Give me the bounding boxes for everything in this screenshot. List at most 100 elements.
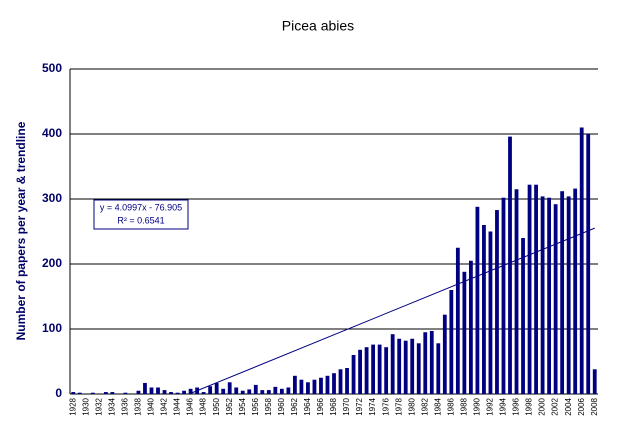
x-tick-label: 1992 xyxy=(486,397,495,415)
bar xyxy=(273,386,278,394)
bar xyxy=(136,390,141,394)
x-tick-label: 1976 xyxy=(381,397,390,415)
x-tick-label: 1996 xyxy=(512,397,521,415)
bar xyxy=(429,330,434,394)
x-tick-label: 2006 xyxy=(577,397,586,415)
bar xyxy=(514,189,519,394)
bar xyxy=(110,392,115,394)
bar xyxy=(462,271,467,394)
bar xyxy=(449,290,454,394)
bar xyxy=(397,338,402,394)
x-tick-label: 1946 xyxy=(186,397,195,415)
x-tick-label: 1998 xyxy=(525,397,534,415)
bar xyxy=(123,392,128,394)
y-tick-label: 200 xyxy=(42,256,62,270)
x-tick-label: 1966 xyxy=(316,397,325,415)
x-tick-label: 1948 xyxy=(199,397,208,415)
y-axis-label: Number of papers per year & trendline xyxy=(14,121,28,340)
bar xyxy=(221,388,226,394)
bar xyxy=(573,188,578,394)
trendline-r2: R² = 0.6541 xyxy=(117,215,164,225)
x-tick-label: 1972 xyxy=(355,397,364,415)
x-tick-label: 1986 xyxy=(446,397,455,415)
bar xyxy=(468,260,473,394)
bar xyxy=(338,369,343,394)
x-tick-label: 1956 xyxy=(251,397,260,415)
bar xyxy=(162,390,167,394)
y-tick-label: 0 xyxy=(55,386,62,400)
bar xyxy=(384,347,389,394)
bar xyxy=(182,390,186,394)
bar xyxy=(371,344,376,394)
x-tick-label: 1950 xyxy=(212,397,221,415)
bar xyxy=(77,392,82,394)
bar xyxy=(351,355,356,394)
bar xyxy=(553,204,558,394)
bar xyxy=(312,379,317,394)
x-tick-label: 1938 xyxy=(134,397,143,415)
bar xyxy=(410,338,415,394)
bar xyxy=(234,387,239,394)
bar xyxy=(103,392,108,394)
x-tick-label: 1932 xyxy=(94,397,103,415)
y-tick-label: 100 xyxy=(42,321,62,335)
trendline-equation: y = 4.0997x - 76.905 xyxy=(100,202,182,212)
bar xyxy=(423,332,428,394)
x-tick-label: 2002 xyxy=(551,397,560,415)
bar xyxy=(501,197,506,394)
bar xyxy=(508,136,512,394)
bar xyxy=(319,377,323,394)
x-tick-label: 2008 xyxy=(590,397,599,415)
bar xyxy=(495,210,499,394)
bar xyxy=(547,197,552,394)
bar xyxy=(345,368,349,394)
bar xyxy=(442,314,447,394)
x-tick-label: 1958 xyxy=(264,397,273,415)
chart-title: Picea abies xyxy=(282,18,354,34)
bar xyxy=(579,127,584,394)
bar xyxy=(247,389,252,394)
x-tick-label: 1964 xyxy=(303,397,312,415)
x-tick-label: 1968 xyxy=(329,397,338,415)
x-tick-label: 2004 xyxy=(564,397,573,415)
bar xyxy=(521,238,525,394)
bar xyxy=(364,347,369,394)
bar xyxy=(143,382,147,394)
bar xyxy=(560,191,565,394)
trendline-box xyxy=(93,199,189,230)
x-tick-label: 1944 xyxy=(173,397,182,415)
x-tick-label: 1980 xyxy=(407,397,416,415)
bar xyxy=(169,392,173,394)
x-tick-label: 2000 xyxy=(538,397,547,415)
bar xyxy=(325,375,330,394)
x-tick-label: 1962 xyxy=(290,397,299,415)
bar xyxy=(527,184,532,394)
bar xyxy=(149,387,154,394)
x-tick-label: 1936 xyxy=(121,397,130,415)
y-tick-label: 400 xyxy=(42,126,62,140)
x-tick-label: 1942 xyxy=(160,397,169,415)
bar xyxy=(586,134,591,394)
bar xyxy=(488,231,493,394)
x-tick-label: 1954 xyxy=(238,397,247,415)
trendline xyxy=(188,227,595,395)
x-tick-label: 1940 xyxy=(147,397,156,415)
bar xyxy=(306,382,310,394)
bar xyxy=(208,386,213,394)
bar xyxy=(377,344,382,394)
x-tick-label: 1952 xyxy=(225,397,234,415)
bar xyxy=(592,369,597,394)
x-tick-label: 1934 xyxy=(107,397,116,415)
bar xyxy=(390,334,395,394)
bar xyxy=(534,184,538,394)
x-tick-label: 1990 xyxy=(473,397,482,415)
bar xyxy=(292,375,297,394)
bar xyxy=(566,196,571,394)
bar xyxy=(90,392,95,394)
bar xyxy=(260,390,265,394)
bar xyxy=(436,343,441,394)
x-tick-label: 1974 xyxy=(368,397,377,415)
bar xyxy=(416,343,421,394)
bar xyxy=(253,384,258,394)
